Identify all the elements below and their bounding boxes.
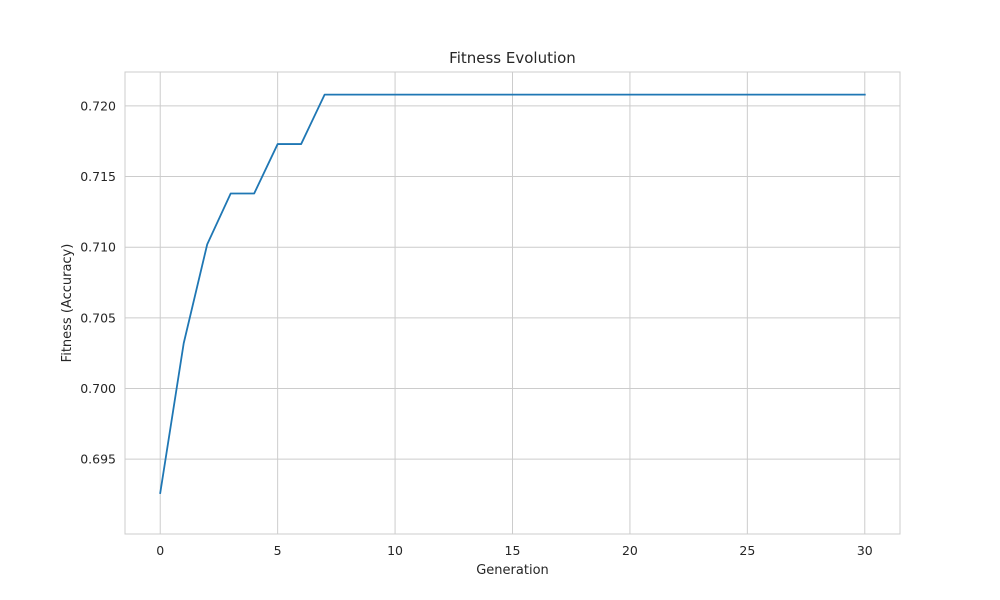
y-tick-label: 0.695 xyxy=(80,452,116,467)
x-tick-label: 0 xyxy=(156,543,164,558)
y-tick-label: 0.715 xyxy=(80,169,116,184)
y-tick-label: 0.710 xyxy=(80,240,116,255)
grid-layer xyxy=(125,72,900,534)
x-tick-label: 5 xyxy=(274,543,282,558)
series-line xyxy=(159,93,866,495)
chart-title: Fitness Evolution xyxy=(449,49,576,67)
plot-frame xyxy=(124,71,901,535)
y-tick-label: 0.720 xyxy=(80,98,116,113)
x-tick-label: 25 xyxy=(739,543,755,558)
y-tick-label: 0.700 xyxy=(80,381,116,396)
x-tick-label: 15 xyxy=(505,543,521,558)
x-tick-label: 30 xyxy=(857,543,873,558)
series-layer xyxy=(159,93,866,495)
x-axis-label: Generation xyxy=(476,563,549,578)
x-tick-label: 20 xyxy=(622,543,638,558)
x-tick-label: 10 xyxy=(387,543,403,558)
y-tick-label: 0.705 xyxy=(80,310,116,325)
tick-layer: 0 5 10 15 20 25 30 0.695 0.700 0.705 0.710 0.715 0.7… xyxy=(80,98,873,558)
y-axis-label: Fitness (Accuracy) xyxy=(60,244,75,363)
